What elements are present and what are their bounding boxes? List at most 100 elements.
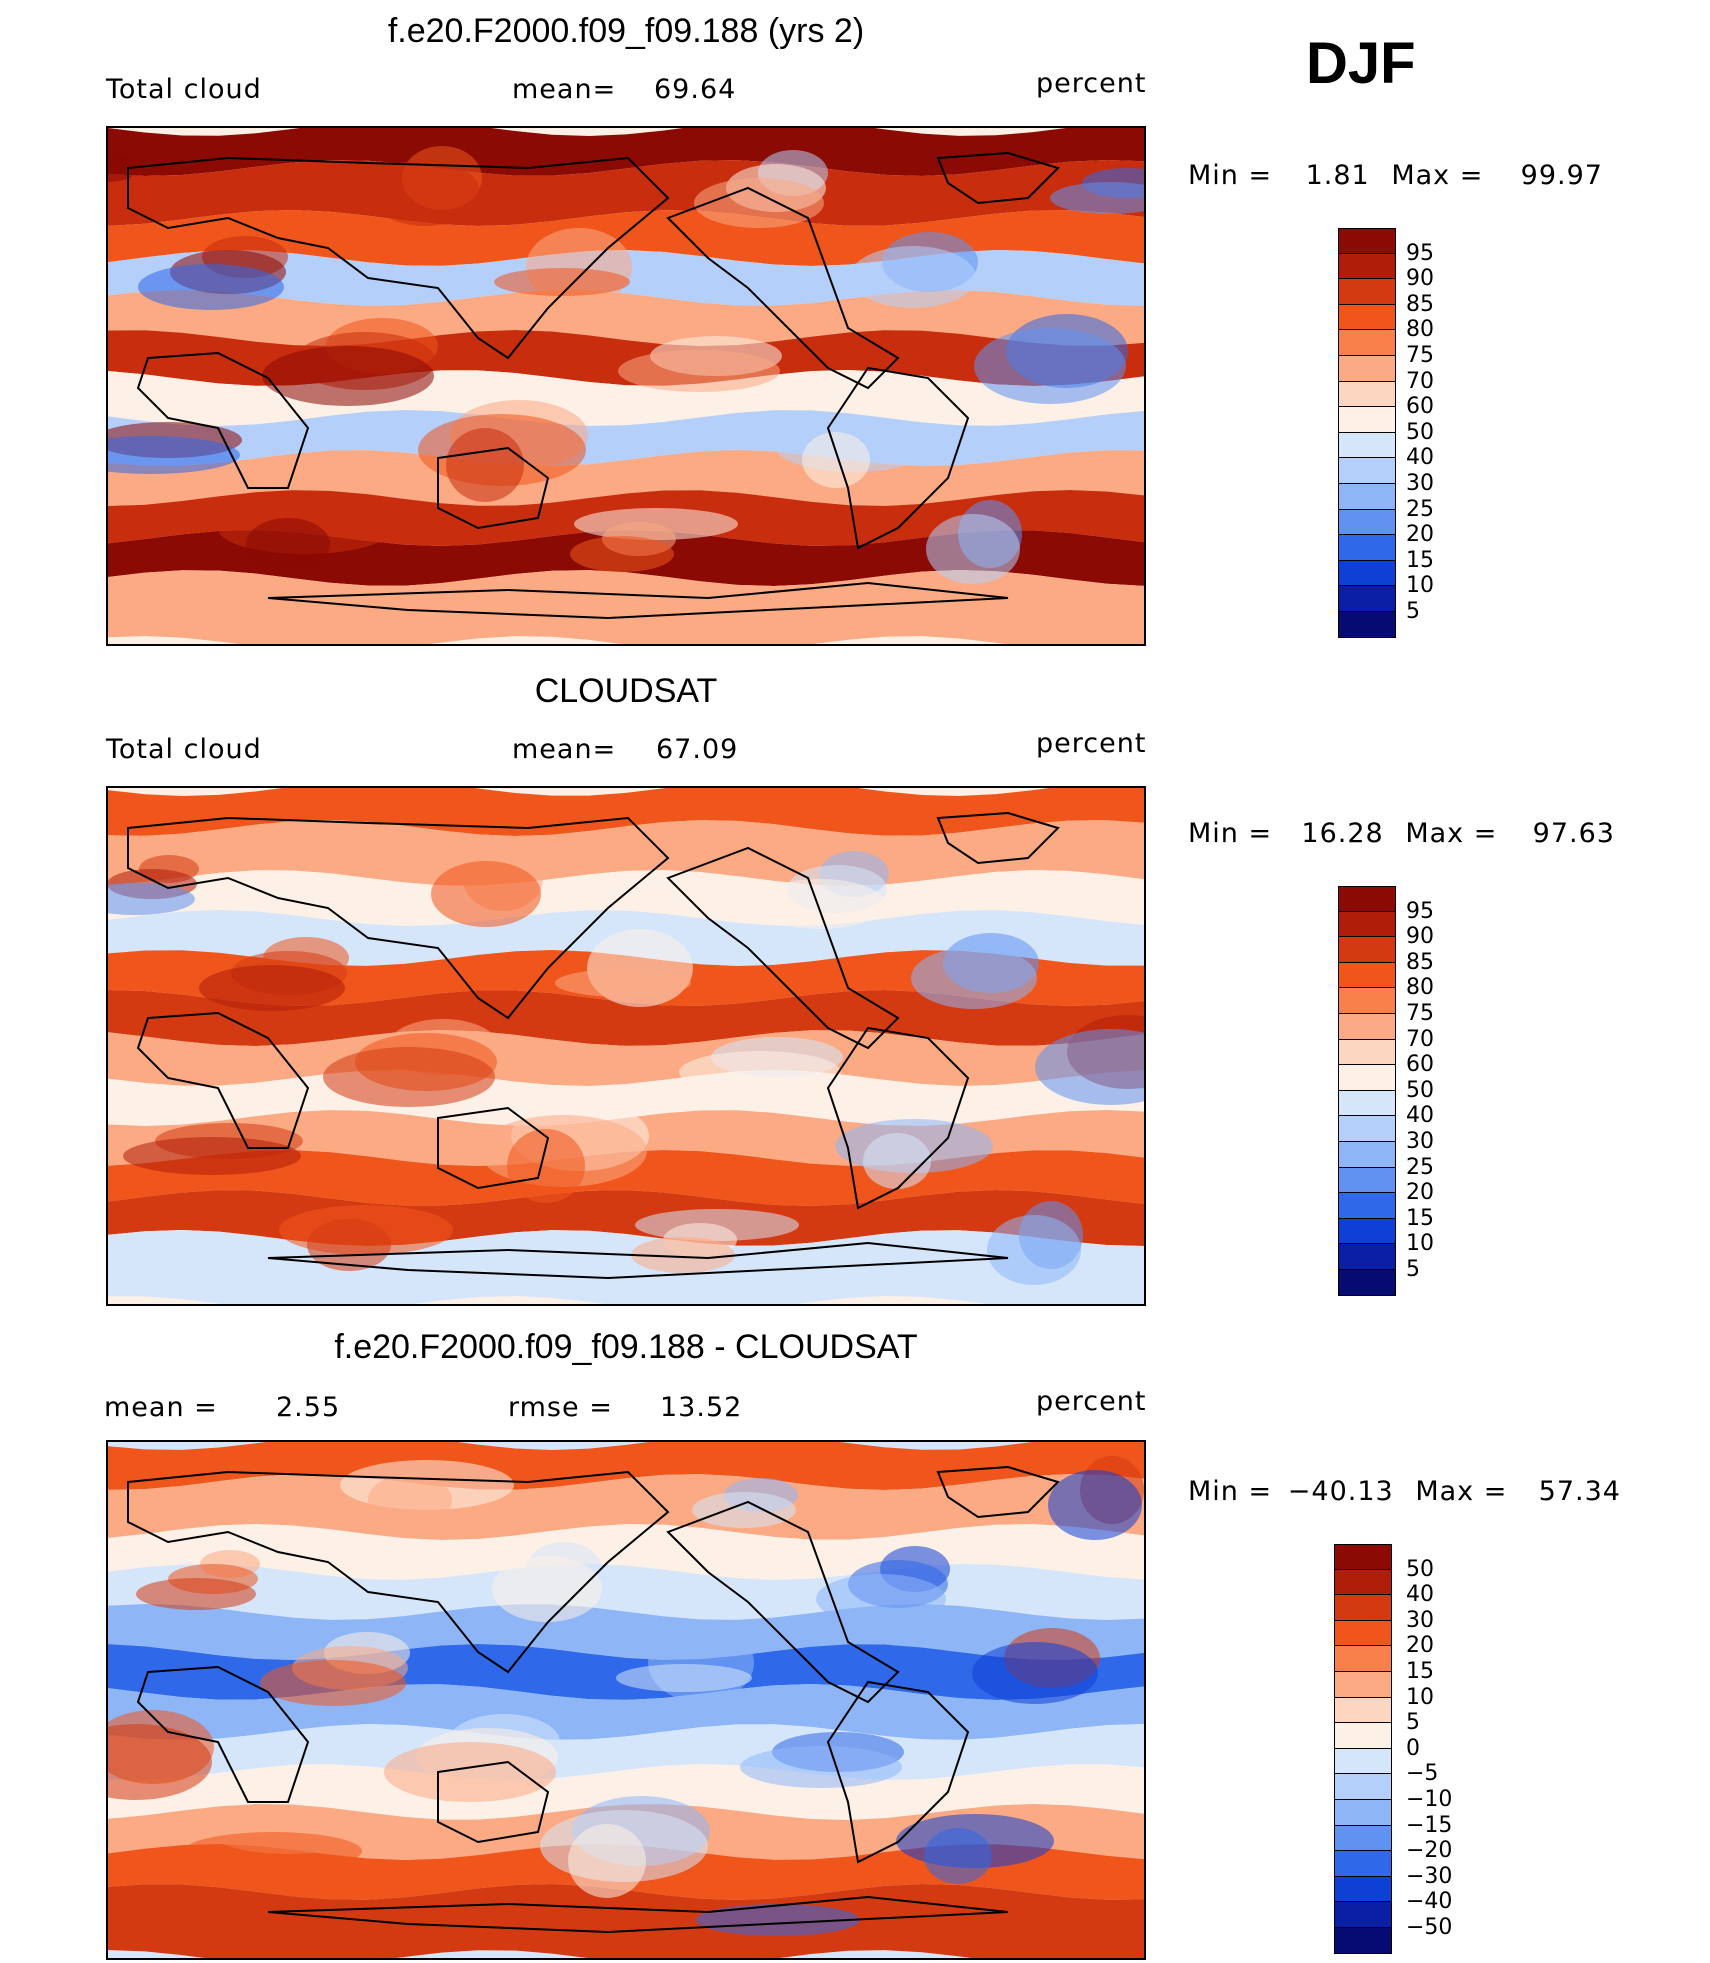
colorbar-tick-label: 95 (1406, 898, 1434, 924)
colorbar-tick-label: −10 (1406, 1787, 1453, 1812)
colorbar-swatch (1334, 1851, 1392, 1877)
colorbar-swatch (1334, 1646, 1392, 1672)
colorbar-tick-label: 90 (1406, 924, 1434, 950)
panel1-colorbar: 95 90 85 80 75 70 60 50 40 30 25 20 15 10 5 (1338, 228, 1434, 638)
colorbar-tick-label: 20 (1406, 1633, 1434, 1659)
panel3-map (106, 1440, 1146, 1960)
panel2-map (106, 786, 1146, 1306)
panel1-minmax: Min = 1.81 Max = 99.97 (1188, 160, 1603, 191)
panel3-title: f.e20.F2000.f09_f09.188 - CLOUDSAT (334, 1328, 918, 1366)
panel1-min-value: 1.81 (1305, 160, 1370, 191)
colorbar-swatch (1338, 586, 1396, 612)
colorbar-swatch (1338, 458, 1396, 484)
colorbar-swatch (1338, 1116, 1396, 1142)
colorbar-swatch (1334, 1774, 1392, 1800)
colorbar-tick-label: 10 (1406, 1231, 1434, 1257)
colorbar-tick-label: 60 (1406, 1052, 1434, 1078)
panel1-map (106, 126, 1146, 646)
colorbar-swatch (1338, 1218, 1396, 1245)
panel3-max-label: Max = (1415, 1476, 1508, 1507)
panel2-min-label: Min = (1188, 818, 1273, 849)
colorbar-swatch (1338, 1193, 1396, 1219)
colorbar-swatch (1338, 962, 1396, 989)
colorbar-tick-label: 75 (1406, 343, 1434, 368)
colorbar-tick-label: 20 (1406, 1180, 1434, 1206)
colorbar-swatch (1338, 1090, 1396, 1117)
panel2-min-value: 16.28 (1301, 818, 1384, 849)
colorbar-swatch (1338, 1013, 1396, 1040)
panel2-title: CLOUDSAT (534, 672, 718, 710)
colorbar-tick-label: 40 (1406, 445, 1434, 471)
colorbar-swatch (1338, 483, 1396, 510)
colorbar-swatch (1338, 1141, 1396, 1168)
colorbar-tick-label: 75 (1406, 1001, 1434, 1026)
colorbar-tick-label: −50 (1406, 1915, 1453, 1940)
colorbar-tick-label: −20 (1406, 1838, 1453, 1864)
colorbar-tick-label: −40 (1406, 1889, 1453, 1915)
colorbar-tick-label: 10 (1406, 573, 1434, 599)
colorbar-swatch (1338, 432, 1396, 459)
panel2-units-label: percent (1036, 728, 1147, 759)
season-label: DJF (1306, 31, 1416, 96)
colorbar-tick-label: 5 (1406, 599, 1420, 624)
panel3-colorbar: 50 40 30 20 15 10 5 0 −5 −10 −15 −20 −30 −40 −50 (1334, 1544, 1452, 1954)
colorbar-swatch (1338, 937, 1396, 963)
colorbar-swatch (1334, 1595, 1392, 1621)
colorbar-swatch (1338, 886, 1396, 912)
colorbar-tick-label: 20 (1406, 522, 1434, 548)
panel3-min-value: −40.13 (1287, 1476, 1394, 1507)
panel2-mean-value: 67.09 (656, 734, 739, 765)
colorbar-tick-label: 70 (1406, 1026, 1434, 1052)
colorbar-swatch (1338, 279, 1396, 305)
panel1-variable-label: Total cloud (106, 74, 262, 105)
panel3-mean-label: mean = (104, 1392, 218, 1423)
colorbar-swatch (1338, 560, 1396, 587)
colorbar-tick-label: −5 (1406, 1761, 1439, 1787)
colorbar-swatch (1334, 1697, 1392, 1724)
panel2-max-value: 97.63 (1532, 818, 1615, 849)
colorbar-swatch (1334, 1902, 1392, 1928)
colorbar-swatch (1334, 1876, 1392, 1903)
colorbar-swatch (1334, 1723, 1392, 1749)
colorbar-tick-label: 50 (1406, 1077, 1434, 1103)
panel1-max-label: Max = (1391, 160, 1484, 191)
panel1-title: f.e20.F2000.f09_f09.188 (yrs 2) (387, 12, 865, 50)
colorbar-tick-label: 40 (1406, 1103, 1434, 1129)
colorbar-swatch (1338, 1244, 1396, 1270)
colorbar-swatch (1338, 407, 1396, 433)
panel2-colorbar: 95 90 85 80 75 70 60 50 40 30 25 20 15 10 5 (1338, 886, 1434, 1296)
panel1-mean-label: mean= (512, 74, 617, 105)
colorbar-tick-label: −15 (1406, 1812, 1453, 1838)
colorbar-tick-label: 70 (1406, 368, 1434, 394)
colorbar-swatch (1338, 1167, 1396, 1194)
colorbar-swatch (1338, 911, 1396, 938)
panel3-mean-value: 2.55 (276, 1392, 341, 1423)
colorbar-swatch (1334, 1544, 1392, 1570)
colorbar-swatch (1338, 330, 1396, 356)
colorbar-tick-label: 85 (1406, 949, 1434, 975)
panel3-rmse-label: rmse = (508, 1392, 613, 1423)
colorbar-tick-label: 90 (1406, 266, 1434, 292)
colorbar-swatch (1338, 355, 1396, 382)
colorbar-tick-label: 50 (1406, 1556, 1434, 1582)
colorbar-tick-label: 30 (1406, 1129, 1434, 1154)
colorbar-swatch (1338, 535, 1396, 561)
colorbar-tick-label: 95 (1406, 240, 1434, 266)
colorbar-swatch (1334, 1927, 1392, 1954)
panel3-max-value: 57.34 (1538, 1476, 1621, 1507)
colorbar-swatch (1338, 228, 1396, 254)
panel2-max-label: Max = (1405, 818, 1498, 849)
panel1-map-field (108, 128, 1144, 644)
colorbar-tick-label: 40 (1406, 1582, 1434, 1608)
colorbar-swatch (1338, 988, 1396, 1014)
panel2-mean-label: mean= (512, 734, 617, 765)
panel2-minmax: Min = 16.28 Max = 97.63 (1188, 818, 1615, 849)
colorbar-tick-label: 5 (1406, 1710, 1420, 1736)
colorbar-tick-label: 50 (1406, 419, 1434, 445)
colorbar-swatch (1334, 1799, 1392, 1826)
colorbar-tick-label: 25 (1406, 496, 1434, 522)
panel3-minmax: Min = −40.13 Max = 57.34 (1188, 1476, 1621, 1507)
colorbar-swatch (1338, 381, 1396, 408)
panel1-min-label: Min = (1188, 160, 1273, 191)
